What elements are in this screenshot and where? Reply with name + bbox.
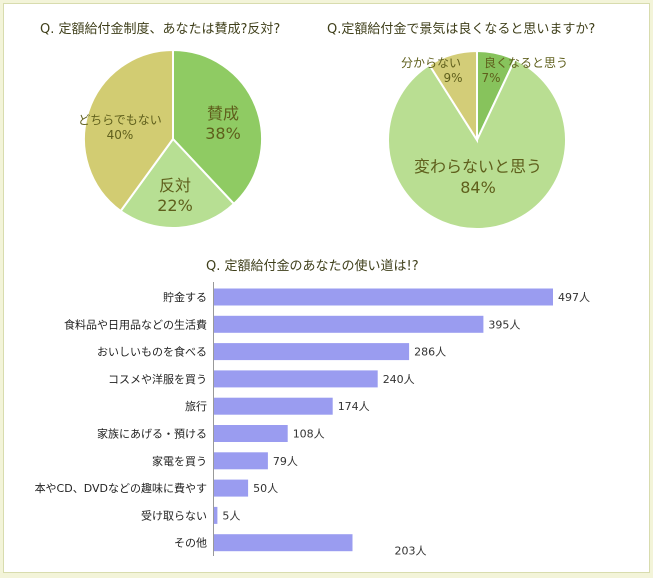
bar-1 — [214, 315, 484, 333]
bar-category-label-1: 食料品や日用品などの生活費 — [64, 317, 207, 331]
pie1-label-neither: どちらでもない — [78, 113, 162, 127]
pie2-label-unknown: 分からない — [401, 56, 461, 70]
bar-value-label-8: 5人 — [222, 509, 240, 522]
pie1-slice-2 — [83, 48, 174, 213]
bar-category-label-7: 本やCD、DVDなどの趣味に費やす — [35, 481, 207, 495]
pie2-value-unknown: 9% — [443, 71, 462, 85]
pie1-value-yes: 38% — [205, 124, 241, 143]
bar-category-label-9: その他 — [174, 537, 207, 550]
bar-3 — [214, 370, 378, 388]
bar-0 — [214, 288, 553, 306]
pie2-title: Q.定額給付金で景気は良くなると思いますか? — [327, 21, 595, 37]
bar-category-label-2: おいしいものを食べる — [97, 345, 207, 359]
bar-7 — [214, 479, 249, 497]
pie1-slice-0 — [172, 48, 263, 206]
pie1-label-no: 反対 — [159, 176, 191, 195]
bar-category-label-5: 家族にあげる・預ける — [97, 427, 207, 441]
bar-category-label-0: 貯金する — [163, 290, 207, 304]
pie1 — [83, 48, 263, 229]
pie2-label-same: 変わらないと思う — [414, 157, 542, 176]
bar-value-label-0: 497人 — [558, 291, 590, 304]
pie2-slice-2 — [427, 49, 478, 144]
bar-category-label-3: コスメや洋服を買う — [108, 372, 207, 386]
bar-value-label-2: 286人 — [414, 346, 446, 359]
pie1-label-yes: 賛成 — [207, 104, 239, 123]
pie2-slice-1 — [387, 58, 567, 230]
bar-4 — [214, 397, 333, 415]
bar-value-label-9: 203人 — [395, 545, 427, 558]
bar-9 — [214, 534, 353, 552]
bar-6 — [214, 452, 268, 470]
bar-value-label-3: 240人 — [383, 373, 415, 386]
pie1-title: Q. 定額給付金制度、あなたは賛成?反対? — [40, 21, 280, 37]
bar-value-label-4: 174人 — [338, 400, 370, 413]
bar-2 — [214, 343, 410, 361]
pie1-value-neither: 40% — [107, 128, 134, 142]
bar-title: Q. 定額給付金のあなたの使い道は!? — [206, 258, 419, 274]
bar-category-label-6: 家電を買う — [152, 454, 207, 468]
pie2-value-same: 84% — [460, 178, 496, 197]
bar-5 — [214, 425, 288, 442]
bar-value-label-6: 79人 — [273, 455, 298, 468]
pie1-value-no: 22% — [157, 196, 193, 215]
pie2-label-better: 良くなると思う — [484, 55, 568, 70]
bar-value-label-7: 50人 — [253, 482, 278, 495]
pie1-slice-1 — [119, 137, 236, 229]
bar-8 — [214, 506, 218, 524]
pie2 — [387, 49, 567, 230]
bar-value-label-5: 108人 — [293, 428, 325, 441]
bar-value-label-1: 395人 — [488, 318, 520, 331]
pie2-value-better: 7% — [481, 71, 500, 85]
bar-category-label-4: 旅行 — [185, 399, 207, 413]
bar-category-label-8: 受け取らない — [141, 509, 207, 522]
